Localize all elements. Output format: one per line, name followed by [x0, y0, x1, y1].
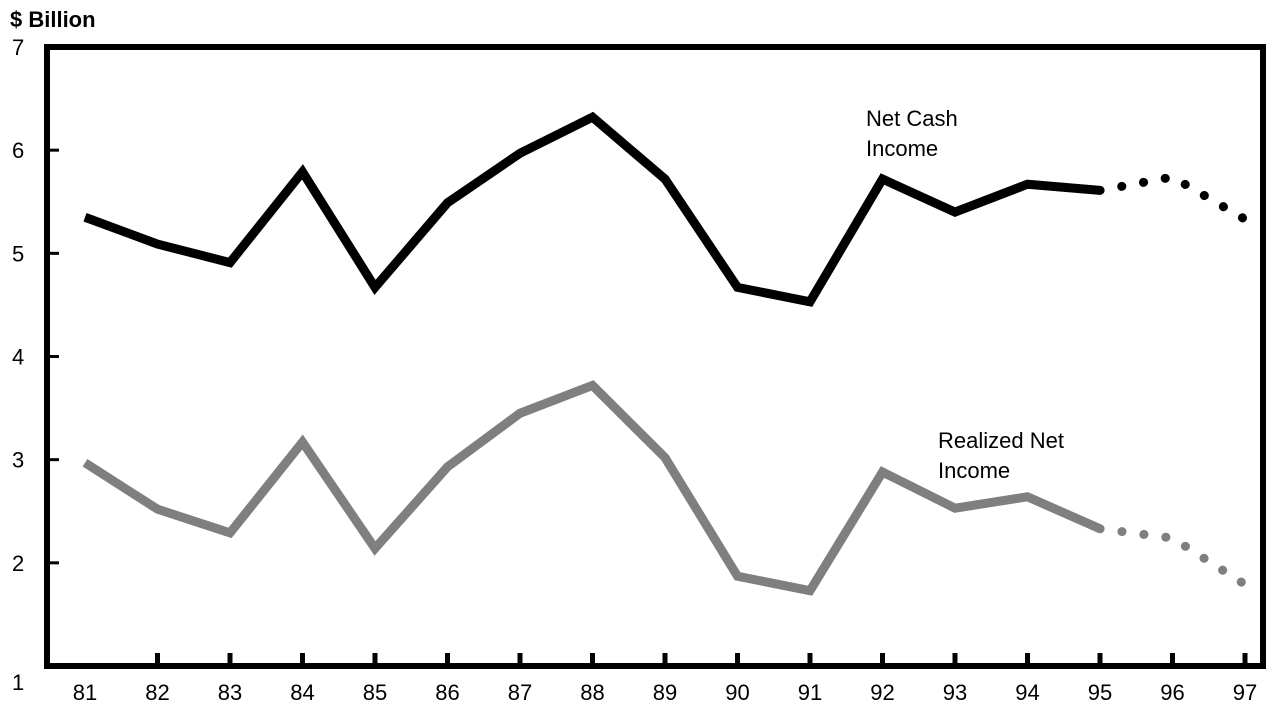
y-tick-label: 5: [12, 241, 24, 266]
y-axis: 1 2 3 4 5 6 7: [12, 35, 59, 695]
y-tick-label: 1: [12, 670, 24, 695]
y-tick-label: 7: [12, 35, 24, 60]
x-tick-label: 89: [653, 680, 677, 705]
y-tick-label: 2: [12, 551, 24, 576]
x-tick-label: 96: [1160, 680, 1184, 705]
x-tick-label: 97: [1233, 680, 1257, 705]
x-tick-label: 88: [580, 680, 604, 705]
series-label-line: Realized Net: [938, 428, 1064, 453]
series-label-line: Income: [938, 458, 1010, 483]
x-axis: 81 82 83 84 85 86 87 88 89 90 91 92 93 94 95 96 97: [73, 653, 1257, 705]
y-tick-label: 3: [12, 448, 24, 473]
series-realized-net-income: [82, 380, 1250, 596]
series-line-actual: [83, 111, 1101, 307]
x-tick-label: 91: [798, 680, 822, 705]
plot-frame: [44, 44, 1266, 669]
y-tick-label: 4: [12, 345, 24, 370]
x-tick-label: 86: [435, 680, 459, 705]
series-line-projected: [1095, 172, 1250, 224]
x-tick-label: 95: [1088, 680, 1112, 705]
series-lines: [82, 111, 1250, 596]
x-tick-label: 84: [290, 680, 314, 705]
x-tick-label: 82: [145, 680, 169, 705]
series-label-line: Net Cash: [866, 106, 958, 131]
x-tick-label: 85: [363, 680, 387, 705]
series-net-cash-income: [83, 111, 1250, 307]
series-label-line: Income: [866, 136, 938, 161]
x-tick-label: 93: [943, 680, 967, 705]
x-tick-label: 92: [870, 680, 894, 705]
x-tick-label: 94: [1015, 680, 1039, 705]
series-label-net-cash-income: Net Cash Income: [866, 106, 964, 161]
x-tick-label: 83: [218, 680, 242, 705]
series-line-actual: [82, 380, 1102, 596]
y-axis-label: $ Billion: [10, 7, 96, 32]
x-tick-label: 87: [508, 680, 532, 705]
y-tick-label: 6: [12, 138, 24, 163]
x-tick-label: 90: [725, 680, 749, 705]
series-label-realized-net-income: Realized Net Income: [938, 428, 1070, 483]
x-tick-label: 81: [73, 680, 97, 705]
series-line-projected: [1095, 524, 1250, 589]
